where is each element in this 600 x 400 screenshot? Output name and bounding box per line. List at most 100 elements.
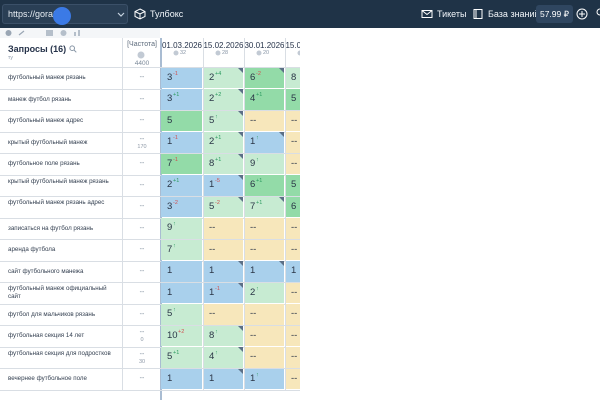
snippet-marker-icon[interactable] <box>279 67 284 73</box>
position-cell[interactable]: -- <box>203 239 243 260</box>
position-cell[interactable]: 8 +1 <box>203 153 243 174</box>
position-cell[interactable]: 7 +1 <box>244 196 284 217</box>
position-cell[interactable]: 1 <box>244 261 284 282</box>
snippet-marker-icon[interactable] <box>238 153 243 159</box>
query-text[interactable]: крытый футбольный манеж рязань <box>8 177 109 185</box>
toolbox-link[interactable]: Тулбокс <box>134 8 183 20</box>
position-cell[interactable]: 1 -5 <box>203 175 243 196</box>
position-cell[interactable]: 5 <box>161 110 202 131</box>
position-cell[interactable]: 1 ↑ <box>244 368 284 389</box>
query-text[interactable]: вечернее футбольное поле <box>8 375 87 382</box>
position-cell[interactable]: 5 ↑ <box>161 304 202 325</box>
query-text[interactable]: аренда футбола <box>8 246 56 253</box>
snippet-marker-icon[interactable] <box>238 325 243 331</box>
position-cell[interactable]: 10 +2 <box>161 325 202 346</box>
frequency-header[interactable]: [Частота] <box>127 41 157 48</box>
frequency-sort-icon[interactable] <box>137 51 145 59</box>
position-cell[interactable]: 2 +4 <box>203 67 243 88</box>
chart-icon[interactable] <box>73 29 82 37</box>
position-cell[interactable]: 1 <box>161 261 202 282</box>
query-text[interactable]: футбольная секция 14 лет <box>8 332 85 339</box>
snippet-marker-icon[interactable] <box>279 196 284 202</box>
position-cell[interactable]: -- <box>244 218 284 239</box>
position-delta: +1 <box>256 178 263 184</box>
position-cell[interactable]: -- <box>244 110 284 131</box>
position-value: 6 <box>250 71 256 83</box>
add-funds-icon[interactable] <box>576 8 588 20</box>
position-cell[interactable]: 6 -2 <box>244 67 284 88</box>
position-cell[interactable]: 1 <box>161 368 202 389</box>
position-cell[interactable]: 1 -1 <box>203 282 243 303</box>
snippet-marker-icon[interactable] <box>238 368 243 374</box>
query-text[interactable]: записаться на футбол рязань <box>8 224 94 232</box>
query-text[interactable]: сайт футбольного манежа <box>8 267 84 275</box>
url-selector[interactable]: https://gora6 <box>2 4 128 25</box>
position-cell[interactable]: -- <box>244 304 284 325</box>
snippet-marker-icon[interactable] <box>279 132 284 137</box>
snippet-marker-icon[interactable] <box>238 110 243 116</box>
position-cell[interactable]: 9 ↑ <box>161 218 202 239</box>
row-divider <box>0 110 300 111</box>
user-icon[interactable] <box>594 7 600 21</box>
column-divider <box>122 38 123 390</box>
chevron-down-icon[interactable] <box>116 10 126 20</box>
query-text[interactable]: футбольная секция для подростков <box>8 349 111 357</box>
position-cell[interactable]: 5 ↑ <box>203 110 243 131</box>
position-cell[interactable]: 3 -1 <box>161 67 202 88</box>
query-text[interactable]: футбольный манеж рязань адрес <box>8 199 105 207</box>
position-cell[interactable]: 5 +1 <box>161 347 202 368</box>
position-cell[interactable]: -- <box>203 304 243 325</box>
snippet-marker-icon[interactable] <box>238 282 243 288</box>
position-value: 7 <box>167 243 173 255</box>
position-cell[interactable]: -- <box>244 239 284 260</box>
query-text[interactable]: футбольный манеж рязань <box>8 74 86 81</box>
date-column-header[interactable]: 01.03.2026 <box>161 41 203 50</box>
position-cell[interactable]: 2 +2 <box>203 89 243 110</box>
position-cell[interactable]: 8 ↑ <box>203 325 243 346</box>
snippet-marker-icon[interactable] <box>238 89 243 94</box>
position-cell[interactable]: 2 +1 <box>203 132 243 153</box>
position-cell[interactable]: -- <box>203 218 243 239</box>
query-text[interactable]: манеж футбол рязань <box>8 95 72 103</box>
query-text[interactable]: футбол для мальчиков рязань <box>8 310 96 318</box>
snippet-marker-icon[interactable] <box>238 196 243 202</box>
export-icon[interactable] <box>45 29 54 37</box>
contrast-icon[interactable] <box>59 29 68 37</box>
position-cell[interactable]: 9 ↑ <box>244 153 284 174</box>
position-cell[interactable]: 1 -1 <box>161 132 202 153</box>
date-column-header[interactable]: 30.01.2026 <box>244 41 285 50</box>
position-cell[interactable]: -- <box>244 325 284 346</box>
position-cell[interactable]: 1 <box>203 261 243 282</box>
knowledge-base-link[interactable]: База знаний <box>472 8 540 20</box>
position-cell[interactable]: 6 +1 <box>244 175 284 196</box>
query-text[interactable]: футбольное поле рязань <box>8 160 80 167</box>
position-cell[interactable]: 4 ↑ <box>203 347 243 368</box>
query-text[interactable]: футбольный манеж адрес <box>8 117 84 124</box>
position-cell[interactable]: 3 -2 <box>161 196 202 217</box>
position-cell[interactable]: 7 ↑ <box>161 239 202 260</box>
position-cell[interactable]: 2 ↑ <box>244 282 284 303</box>
snippet-marker-icon[interactable] <box>238 67 243 73</box>
snippet-marker-icon[interactable] <box>238 175 243 180</box>
position-cell[interactable]: -- <box>244 347 284 368</box>
snippet-marker-icon[interactable] <box>238 347 243 352</box>
balance-badge[interactable]: 57.99 ₽ <box>536 5 573 23</box>
date-column-header[interactable]: 15.02.2026 <box>203 41 244 50</box>
tickets-link[interactable]: Тикеты <box>421 8 466 20</box>
position-cell[interactable]: 1 <box>203 368 243 389</box>
snippet-marker-icon[interactable] <box>279 261 284 266</box>
position-cell[interactable]: 1 ↑ <box>244 132 284 153</box>
position-cell[interactable]: 1 <box>161 282 202 303</box>
snippet-marker-icon[interactable] <box>238 261 243 266</box>
position-cell[interactable]: 4 +1 <box>244 89 284 110</box>
toggle-icon[interactable] <box>4 29 13 37</box>
position-cell[interactable]: 5 -2 <box>203 196 243 217</box>
query-text[interactable]: крытый футбольный манеж <box>8 138 88 146</box>
search-icon[interactable] <box>69 45 77 53</box>
link-icon[interactable] <box>17 29 26 37</box>
position-cell[interactable]: 2 +1 <box>161 175 202 196</box>
position-cell[interactable]: 7 -1 <box>161 153 202 174</box>
snippet-marker-icon[interactable] <box>238 132 243 137</box>
query-text[interactable]: футбольный манеж официальный сайт <box>8 285 107 300</box>
position-cell[interactable]: 3 +1 <box>161 89 202 110</box>
